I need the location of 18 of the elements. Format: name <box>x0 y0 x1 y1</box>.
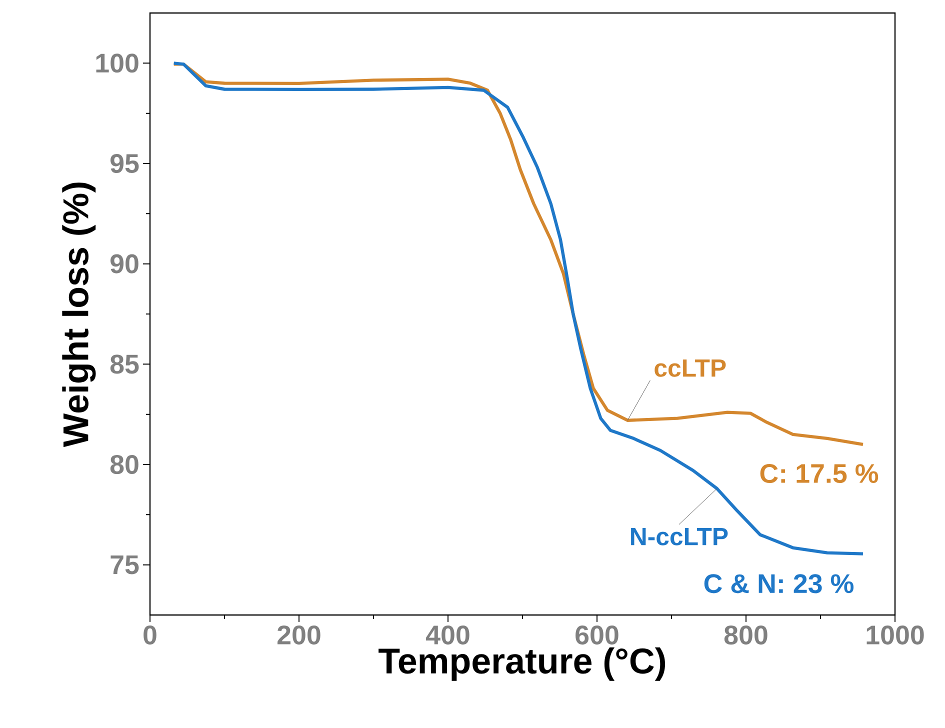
x-tick-label: 0 <box>144 626 156 645</box>
x-tick-label: 400 <box>426 626 470 645</box>
y-tick-label: 95 <box>110 154 139 174</box>
annotation: C: 17.5 % <box>760 464 878 484</box>
x-tick-label: 200 <box>278 626 320 645</box>
y-tick-label: 85 <box>110 354 139 374</box>
x-tick-label: 1000 <box>866 626 924 645</box>
x-tick-label: 600 <box>576 626 618 645</box>
y-tick-label: 90 <box>110 254 138 274</box>
x-tick-label: 800 <box>724 626 768 645</box>
y-tick-label: 75 <box>110 555 139 574</box>
x-axis-title: Temperature (°C) <box>378 647 666 681</box>
annotation: C & N: 23 % <box>704 574 854 594</box>
series-label: N-ccLTP <box>631 528 728 546</box>
y-tick-label: 100 <box>96 54 138 73</box>
y-axis-title: Weight loss (%) <box>62 182 96 448</box>
series-label: ccLTP <box>654 359 726 377</box>
y-tick-label: 80 <box>110 454 138 474</box>
